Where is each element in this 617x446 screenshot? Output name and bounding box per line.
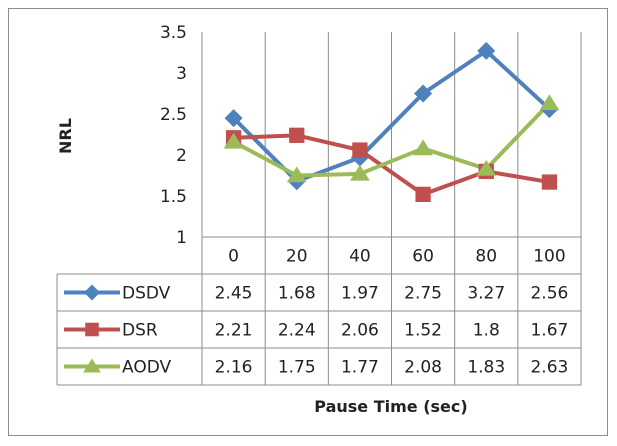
table-cell-value: 2.63 (530, 358, 568, 378)
x-tick-label: 80 (475, 247, 497, 267)
y-axis-label: NRL (56, 118, 75, 154)
chart-grid (201, 32, 582, 385)
y-tick-label: 2.5 (160, 105, 187, 125)
legend-label: AODV (122, 358, 172, 378)
data-point-diamond (224, 109, 243, 128)
data-point-triangle (539, 94, 560, 111)
series-markers (223, 41, 560, 203)
y-tick-label: 3.5 (160, 23, 187, 43)
y-tick-label: 1.5 (160, 187, 187, 207)
data-point-diamond (84, 284, 100, 301)
table-cell-value: 2.08 (404, 358, 442, 378)
table-cell-value: 1.97 (341, 284, 379, 304)
y-axis-ticks: 1 1.5 2 2.5 3 3.5 (160, 23, 187, 248)
data-point-triangle (413, 139, 433, 156)
data-point-triangle (83, 358, 101, 373)
data-point-diamond (414, 84, 433, 103)
table-cell-value: 2.75 (404, 284, 442, 304)
y-tick-label: 3 (176, 64, 187, 84)
legend-label: DSR (122, 321, 158, 341)
data-point-diamond (477, 41, 496, 60)
x-tick-label: 40 (349, 247, 371, 267)
legend-label: DSDV (122, 284, 171, 304)
table-cell-value: 2.56 (530, 284, 568, 304)
data-point-square (541, 174, 558, 190)
data-point-square (85, 322, 99, 337)
x-axis-label: Pause Time (sec) (314, 397, 467, 416)
data-point-square (352, 142, 368, 158)
y-tick-label: 2 (176, 146, 187, 166)
table-cell-value: 1.68 (278, 284, 316, 304)
table-cell-value: 2.16 (215, 358, 253, 378)
x-tick-label: 100 (533, 247, 565, 267)
table-cell-value: 1.8 (473, 321, 500, 341)
table-cell-value: 2.06 (341, 321, 379, 341)
data-point-triangle (223, 132, 244, 149)
table-cell-value: 3.27 (467, 284, 505, 304)
x-tick-label: 20 (286, 247, 308, 267)
data-table-cells: DSDV 2.45 1.68 1.97 2.75 3.27 2.56 DSR 2.21 2.24 2… (122, 284, 568, 378)
table-cell-value: 2.45 (215, 284, 253, 304)
legend-keys (64, 284, 120, 373)
data-point-triangle (476, 159, 497, 176)
data-point-square (289, 127, 305, 143)
series-line-aodv (232, 101, 551, 178)
table-cell-value: 1.52 (404, 321, 442, 341)
table-cell-value: 1.67 (530, 321, 568, 341)
table-cell-value: 1.75 (278, 358, 316, 378)
series-lines (232, 48, 551, 197)
x-tick-label: 60 (412, 247, 434, 267)
x-tick-label: 0 (228, 247, 239, 267)
data-point-triangle (286, 166, 307, 183)
x-axis-ticks: 0 20 40 60 80 100 (228, 247, 565, 267)
series-line-dsr (233, 133, 550, 197)
data-table (56, 273, 581, 386)
data-point-triangle (350, 164, 370, 181)
table-cell-value: 2.24 (278, 321, 316, 341)
table-cell-value: 2.21 (215, 321, 253, 341)
y-tick-label: 1 (176, 228, 187, 248)
table-cell-value: 1.83 (467, 358, 505, 378)
data-point-square (415, 186, 431, 203)
table-cell-value: 1.77 (341, 358, 379, 378)
